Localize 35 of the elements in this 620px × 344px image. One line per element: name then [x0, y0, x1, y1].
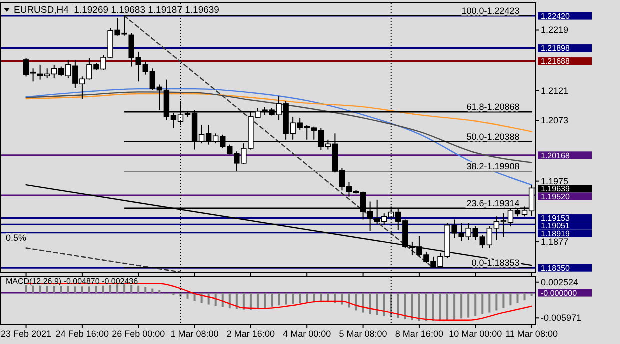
x-tick-label: 23 Feb 2021 — [1, 329, 52, 339]
series-label: 0.0-1.18353 — [472, 258, 520, 268]
y-tick-label: 1.1877 — [541, 237, 569, 248]
x-tick-label: 5 Mar 08:00 — [339, 329, 388, 339]
y-tick-label: -0.005971 — [541, 313, 582, 324]
ref-line-label: 1.18350 — [541, 264, 570, 273]
y-tick-label: 0.002524 — [541, 277, 579, 288]
ref-line-label: 1.19051 — [541, 222, 570, 231]
y-tick-label: 1.2073 — [541, 116, 569, 126]
ref-line-label: 1.21688 — [541, 57, 570, 66]
y-tick-label: 1.2121 — [541, 86, 569, 96]
annotation: 0.5% — [6, 233, 27, 243]
ref-line-label: 1.20168 — [541, 151, 570, 160]
x-tick-label: 10 Mar 00:00 — [449, 329, 502, 339]
series-label: 23.6-1.19314 — [466, 198, 520, 208]
ref-line-label: -0.000000 — [541, 288, 578, 298]
ref-line-label: 1.22420 — [541, 12, 570, 21]
x-tick-label: 24 Feb 16:00 — [56, 329, 109, 339]
ref-line-label: 1.21898 — [541, 44, 570, 54]
series-label: 100.0-1.22423 — [462, 6, 520, 16]
ref-line-label: 1.19153 — [541, 214, 570, 224]
y-tick-label: 1.2219 — [541, 25, 569, 36]
x-tick-label: 2 Mar 16:00 — [226, 329, 275, 339]
annotation: 1.19639 — [541, 184, 570, 194]
ref-line-label: 1.18919 — [541, 229, 570, 238]
series-label: 61.8-1.20868 — [466, 102, 520, 112]
x-tick-label: 26 Feb 00:00 — [112, 329, 166, 339]
chart-title: EURUSD,H4 1.19269 1.19683 1.19187 1.19639 — [14, 5, 220, 16]
x-tick-label: 1 Mar 08:00 — [170, 329, 219, 339]
x-tick-label: 11 Mar 08:00 — [506, 329, 558, 339]
y-tick-label: 1.1975 — [541, 176, 569, 186]
ref-line-label: 1.19520 — [541, 192, 570, 202]
x-tick-label: 8 Mar 16:00 — [395, 329, 444, 339]
series-label: 50.0-1.20388 — [466, 132, 520, 142]
x-tick-label: 4 Mar 00:00 — [283, 329, 332, 339]
